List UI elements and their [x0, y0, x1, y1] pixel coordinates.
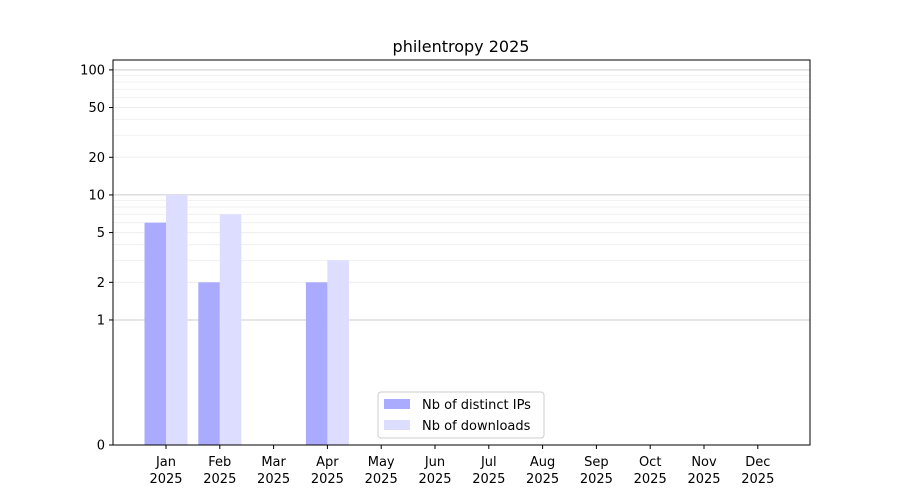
x-tick-label-month: Feb — [208, 455, 231, 470]
x-tick-label-year: 2025 — [526, 472, 559, 487]
x-tick-label-year: 2025 — [257, 472, 290, 487]
y-tick-label: 50 — [88, 101, 105, 116]
x-tick-label-month: Oct — [639, 455, 661, 470]
x-tick-label-year: 2025 — [741, 472, 774, 487]
legend: Nb of distinct IPs Nb of downloads — [377, 391, 545, 439]
legend-swatch-distinct-ips — [384, 399, 410, 409]
y-tick-label: 2 — [97, 276, 105, 291]
x-tick-label-year: 2025 — [580, 472, 613, 487]
y-tick-label: 5 — [97, 226, 105, 241]
x-tick-label-year: 2025 — [149, 472, 182, 487]
x-axis: Jan 2025 Feb 2025 Mar 2025 Apr 2025 May 2025 Jun 20… — [149, 445, 774, 487]
x-tick-label-year: 2025 — [311, 472, 344, 487]
plot-frame — [112, 59, 811, 446]
chart-title: philentropy 2025 — [393, 37, 530, 56]
legend-label-downloads: Nb of downloads — [422, 419, 531, 434]
y-tick-label: 100 — [80, 63, 105, 78]
x-tick-label-year: 2025 — [203, 472, 236, 487]
x-tick-label-month: Jan — [155, 455, 176, 470]
x-tick-label-month: Mar — [261, 455, 286, 470]
x-tick-label-month: May — [368, 455, 395, 470]
grid-layer — [113, 69, 810, 321]
x-tick-label-year: 2025 — [634, 472, 667, 487]
y-axis: 0 1 2 5 10 20 50 100 — [80, 63, 113, 454]
x-tick-label-month: Jun — [424, 455, 445, 470]
x-tick-label-month: Jul — [480, 455, 497, 470]
x-tick-label-month: Aug — [530, 455, 555, 470]
x-tick-label-year: 2025 — [418, 472, 451, 487]
y-tick-label: 1 — [97, 313, 105, 328]
x-tick-label-month: Sep — [584, 455, 609, 470]
bar-distinct-ips — [198, 282, 220, 445]
legend-label-distinct-ips: Nb of distinct IPs — [422, 398, 531, 413]
bar-distinct-ips — [144, 222, 166, 445]
x-tick-label-year: 2025 — [472, 472, 505, 487]
bar-downloads — [327, 260, 349, 445]
x-tick-label-month: Apr — [316, 455, 339, 470]
bars-layer — [144, 194, 349, 445]
x-tick-label-year: 2025 — [687, 472, 720, 487]
y-tick-label: 20 — [88, 151, 105, 166]
bar-downloads — [219, 214, 242, 445]
x-tick-label-month: Nov — [691, 455, 717, 470]
bar-downloads — [166, 194, 188, 445]
legend-swatch-downloads — [384, 420, 410, 430]
y-tick-label: 0 — [97, 439, 105, 454]
x-tick-label-month: Dec — [745, 455, 770, 470]
y-tick-label: 10 — [88, 188, 105, 203]
x-tick-label-year: 2025 — [365, 472, 398, 487]
legend-box — [377, 391, 545, 439]
bar-distinct-ips — [305, 282, 328, 445]
